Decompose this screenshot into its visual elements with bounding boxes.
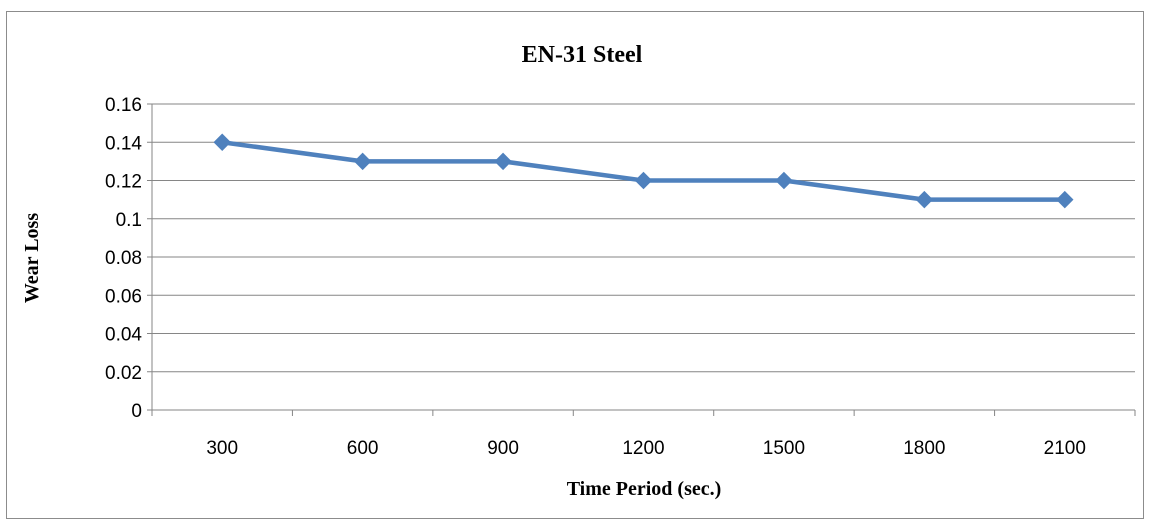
x-tick-label: 600 bbox=[347, 438, 379, 459]
x-tick-label: 900 bbox=[487, 438, 519, 459]
x-tick-label: 300 bbox=[206, 438, 238, 459]
x-tick-label: 1500 bbox=[763, 438, 805, 459]
x-tick-label: 2100 bbox=[1044, 438, 1086, 459]
x-tick-label: 1200 bbox=[622, 438, 664, 459]
y-tick-label: 0.16 bbox=[105, 95, 142, 116]
y-tick-label: 0 bbox=[131, 401, 142, 422]
x-tick-labels: 300 600 900 1200 1500 1800 2100 bbox=[206, 438, 1086, 459]
x-axis-label: Time Period (sec.) bbox=[567, 478, 722, 500]
gridlines bbox=[152, 103, 1135, 373]
y-tick-label: 0.06 bbox=[105, 286, 142, 307]
axes bbox=[147, 103, 1136, 416]
data-point-marker bbox=[915, 190, 934, 209]
y-tick-label: 0.04 bbox=[105, 325, 142, 346]
y-tick-label: 0.08 bbox=[105, 248, 142, 269]
data-point-marker bbox=[494, 152, 512, 171]
y-axis-label: Wear Loss bbox=[21, 213, 43, 303]
series-layer bbox=[213, 133, 1074, 209]
data-point-marker bbox=[634, 171, 653, 190]
y-tick-label: 0.14 bbox=[105, 133, 142, 154]
y-tick-label: 0.1 bbox=[116, 210, 142, 231]
data-point-marker bbox=[213, 133, 231, 151]
data-point-marker bbox=[1056, 190, 1074, 209]
series-line bbox=[221, 140, 1065, 202]
data-point-marker bbox=[353, 152, 372, 171]
y-tick-label: 0.12 bbox=[105, 172, 142, 193]
chart-title: EN-31 Steel bbox=[522, 42, 643, 68]
y-tick-label: 0.02 bbox=[105, 363, 142, 384]
x-tick-label: 1800 bbox=[903, 438, 945, 459]
y-tick-labels: 0 0.02 0.04 0.06 0.08 0.1 0.12 0.14 0.16 bbox=[105, 95, 142, 422]
chart-frame bbox=[6, 11, 1144, 519]
data-point-marker bbox=[775, 171, 793, 190]
